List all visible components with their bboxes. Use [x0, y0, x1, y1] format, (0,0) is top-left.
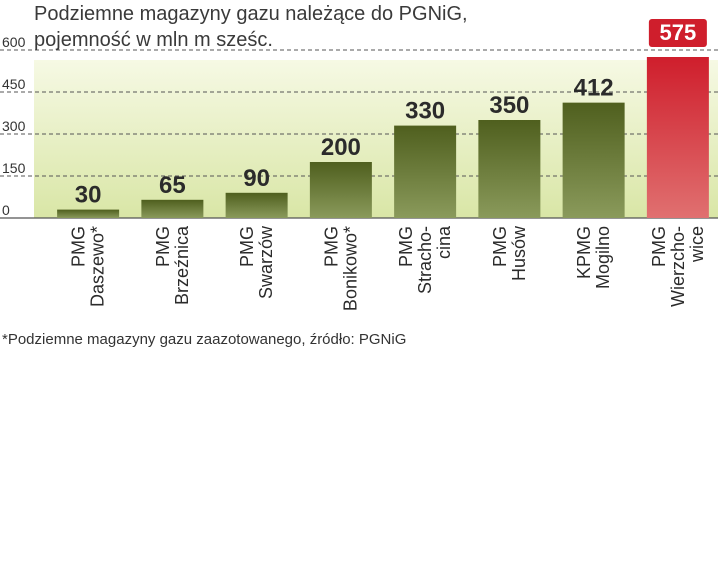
category-label: Stracho- [415, 226, 435, 294]
bar-value-label: 412 [574, 75, 614, 102]
category-label: Wierzcho- [668, 226, 688, 307]
category-label: Husów [509, 225, 529, 281]
bar [225, 192, 288, 218]
bar [478, 120, 541, 218]
chart-title-line-1: Podziemne magazyny gazu należące do PGNi… [34, 3, 468, 25]
bar-value-label: 330 [405, 98, 445, 125]
bar-value-label: 575 [660, 20, 697, 45]
bar-value-label: 200 [321, 134, 361, 161]
footnote: *Podziemne magazyny gazu zaazotowanego, … [2, 331, 406, 348]
category-label: wice [687, 226, 707, 263]
highlight-value-badge [648, 19, 707, 47]
bar [394, 125, 457, 218]
chart-title-line-2: pojemność w mln m sześc. [34, 29, 273, 51]
category-label: PMG [321, 226, 341, 267]
category-label: PMG [153, 226, 173, 267]
bar [646, 57, 709, 218]
bar [562, 102, 625, 218]
y-tick-label: 450 [2, 76, 26, 92]
category-label: Brzeźnica [172, 225, 192, 305]
y-tick-label: 300 [2, 118, 26, 134]
y-tick-label: 0 [2, 202, 10, 218]
category-label: PMG [237, 226, 257, 267]
bar-value-label: 90 [243, 165, 270, 192]
value-labels: 30 65 90 200 330 350 412 575 [75, 19, 707, 209]
category-label: cina [434, 225, 454, 259]
category-label: PMG [490, 226, 510, 267]
bar-value-label: 30 [75, 182, 102, 209]
y-tick-label: 600 [2, 34, 26, 50]
category-label: PMG [396, 226, 416, 267]
y-tick-label: 150 [2, 160, 26, 176]
category-label: KPMG [574, 226, 594, 279]
category-label: PMG [649, 226, 669, 267]
bars [57, 57, 709, 218]
category-label: Swarzów [256, 225, 276, 299]
category-label: Mogilno [593, 226, 613, 289]
bar-value-label: 350 [489, 92, 529, 119]
bar [57, 209, 120, 218]
bar [141, 199, 204, 218]
category-label: Bonikowo* [340, 226, 360, 311]
category-label: PMG [69, 226, 89, 267]
category-label: Daszewo* [88, 226, 108, 307]
bar [309, 162, 372, 218]
y-axis-ticks: 0 150 300 450 600 [2, 34, 26, 218]
category-labels: PMG Daszewo* PMG Brzeźnica PMG Swarzów PMG Boni… [69, 225, 707, 311]
bar-value-label: 65 [159, 172, 186, 199]
